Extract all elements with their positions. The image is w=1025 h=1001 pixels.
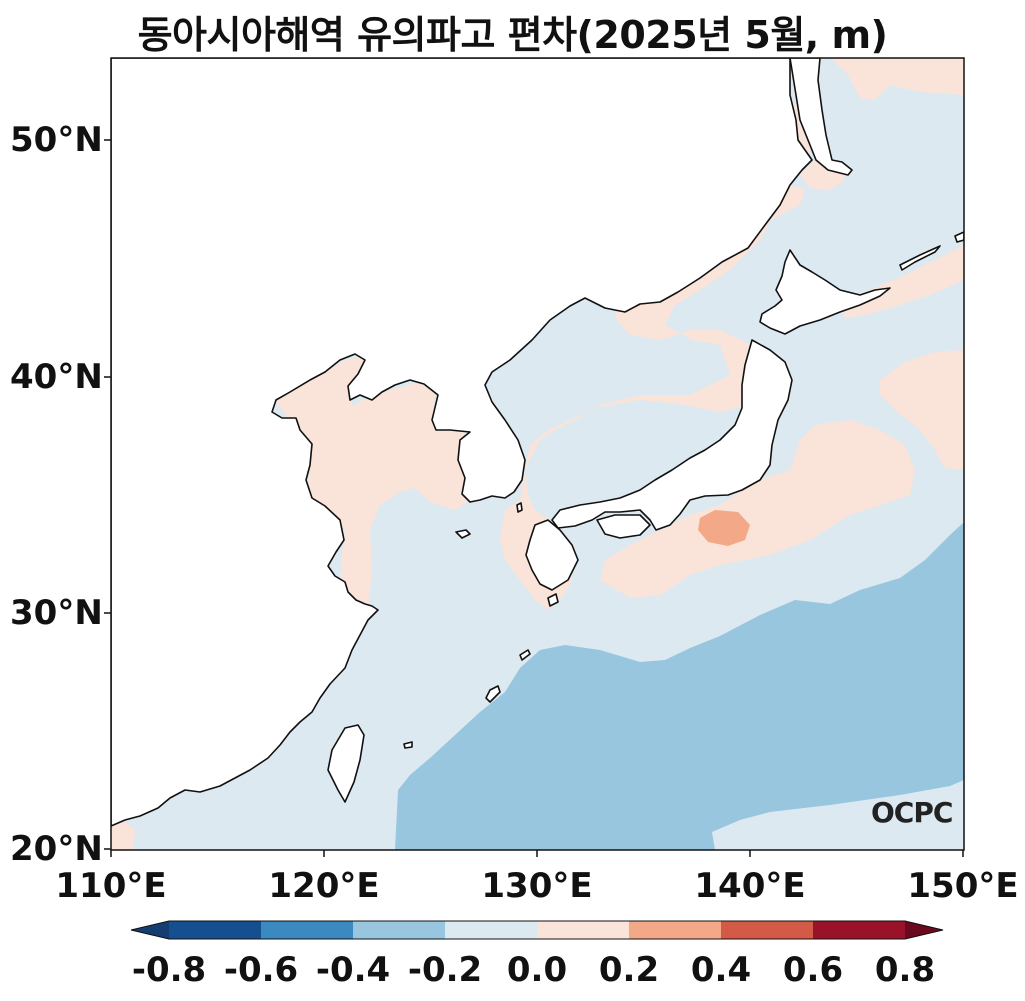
colorbar-segment — [261, 921, 353, 939]
shikoku-island — [596, 514, 651, 539]
y-tick-30n: 30°N — [10, 593, 103, 633]
ocpc-logo: OCPC — [871, 796, 953, 829]
island-ryukyu-1 — [519, 649, 531, 661]
anomaly-negative-band — [395, 522, 964, 850]
anomaly-positive-yellow-sea — [275, 357, 472, 618]
y-tick-20n: 20°N — [10, 829, 103, 869]
jeju-island — [455, 529, 471, 539]
island-ryukyu-4 — [547, 593, 559, 607]
x-tick-110e: 110°E — [55, 866, 167, 906]
island-tsushima — [516, 502, 523, 513]
asian-continent — [111, 58, 813, 827]
x-tick-140e: 140°E — [694, 866, 806, 906]
anomaly-strong-positive — [698, 510, 750, 546]
y-tick-50n: 50°N — [10, 120, 103, 160]
y-tick-40n: 40°N — [10, 357, 103, 397]
colorbar-label-04: 0.4 — [690, 950, 752, 990]
colorbar-label-08: 0.8 — [874, 950, 936, 990]
colorbar-label-m02: -0.2 — [407, 950, 483, 990]
sakhalin-island — [789, 58, 853, 176]
colorbar-segment — [537, 921, 629, 939]
axis-ticks — [104, 139, 964, 857]
x-tick-150e: 150°E — [907, 866, 1019, 906]
colorbar-segment — [813, 921, 905, 939]
honshu-island — [551, 339, 793, 531]
x-tick-120e: 120°E — [268, 866, 380, 906]
hokkaido-island — [759, 249, 891, 335]
colorbar — [130, 920, 944, 940]
anomaly-positive-pacific — [600, 420, 915, 598]
colorbar-label-m04: -0.4 — [315, 950, 391, 990]
island-kuril-2 — [954, 231, 964, 243]
colorbar-label-m08: -0.8 — [131, 950, 207, 990]
land-masses — [111, 58, 964, 827]
colorbar-label-02: 0.2 — [598, 950, 660, 990]
colorbar-segment — [353, 921, 445, 939]
colorbar-segment — [629, 921, 721, 939]
colorbar-segment — [169, 921, 261, 939]
taiwan-island — [327, 724, 365, 803]
colorbar-label-0: 0.0 — [506, 950, 568, 990]
island-ryukyu-3 — [403, 741, 413, 749]
colorbar-label-m06: -0.6 — [223, 950, 299, 990]
colorbar-segment — [721, 921, 813, 939]
anomaly-positive-okhotsk — [830, 58, 964, 100]
colorbar-label-06: 0.6 — [782, 950, 844, 990]
island-ryukyu-2 — [485, 685, 501, 703]
page-title: 동아시아해역 유의파고 편차(2025년 5월, m) — [137, 13, 888, 57]
colorbar-extend-high — [905, 921, 943, 939]
kyushu-island — [525, 519, 579, 591]
colorbar-extend-low — [131, 921, 169, 939]
x-tick-130e: 130°E — [481, 866, 593, 906]
colorbar-segment — [445, 921, 537, 939]
colorbar-outline — [130, 920, 944, 940]
island-kuril — [899, 245, 941, 271]
anomaly-positive-coast — [111, 822, 135, 850]
anomaly-positive-east-japan — [880, 350, 964, 470]
